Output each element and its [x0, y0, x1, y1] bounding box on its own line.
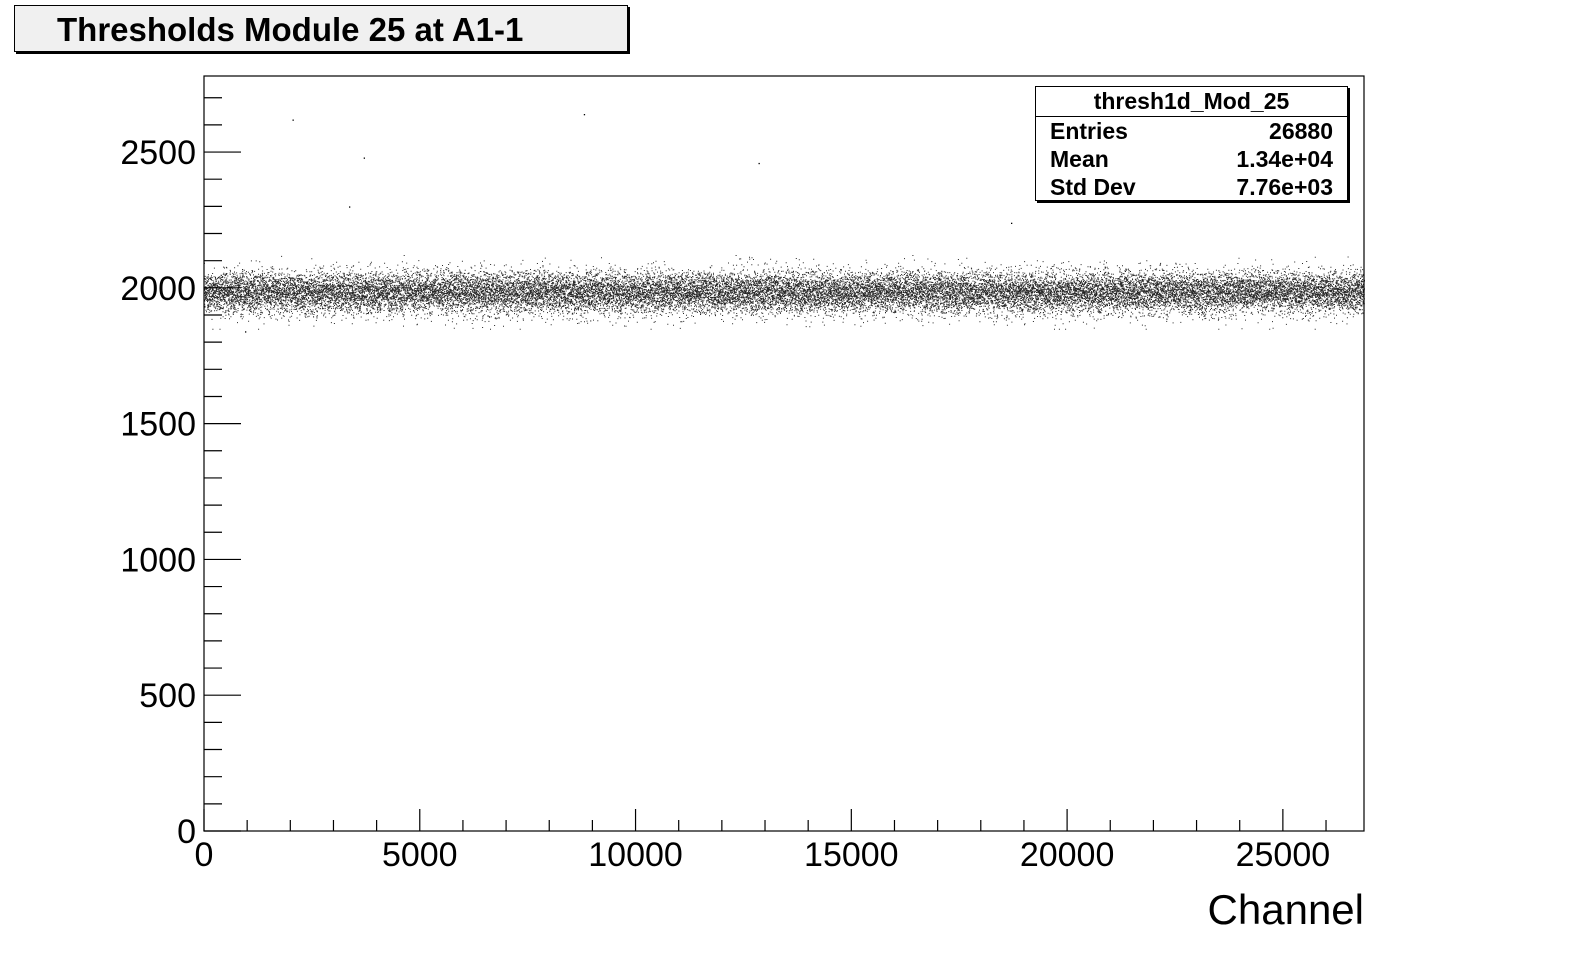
stats-row-stddev: Std Dev 7.76e+03	[1036, 173, 1347, 201]
stats-value: 1.34e+04	[1236, 146, 1333, 172]
stats-value: 7.76e+03	[1236, 174, 1333, 200]
y-tick-label: 0	[177, 813, 196, 851]
stats-box: thresh1d_Mod_25 Entries 26880 Mean 1.34e…	[1035, 86, 1348, 201]
data-point-outlier	[245, 331, 247, 333]
x-tick-label: 0	[195, 836, 214, 874]
data-point-outlier	[1011, 222, 1013, 224]
stats-label: Std Dev	[1050, 174, 1136, 200]
data-point-outlier	[363, 157, 365, 159]
y-tick-label: 1000	[120, 541, 196, 579]
stats-value: 26880	[1269, 118, 1333, 144]
data-point-band	[204, 255, 1365, 330]
x-axis-label: Channel	[1208, 886, 1364, 933]
x-tick-label: 10000	[588, 836, 683, 874]
x-tick-label: 15000	[804, 836, 899, 874]
stats-row-entries: Entries 26880	[1036, 117, 1347, 145]
stats-label: Mean	[1050, 146, 1109, 172]
data-points	[204, 114, 1365, 333]
y-tick-label: 500	[139, 677, 196, 715]
chart-title: Thresholds Module 25 at A1-1	[14, 5, 628, 52]
x-tick-label: 20000	[1020, 836, 1115, 874]
y-tick-label: 1500	[120, 406, 196, 444]
y-tick-label: 2000	[120, 270, 196, 308]
plot-frame	[203, 75, 1365, 832]
x-tick-label: 5000	[382, 836, 458, 874]
data-point-outlier	[292, 119, 294, 121]
stats-title: thresh1d_Mod_25	[1036, 87, 1347, 117]
data-point-outlier	[583, 114, 586, 116]
y-tick-label: 2500	[120, 134, 196, 172]
data-point-outlier	[349, 206, 351, 208]
data-point-outlier	[758, 162, 760, 165]
x-tick-label: 25000	[1236, 836, 1331, 874]
stats-row-mean: Mean 1.34e+04	[1036, 145, 1347, 173]
stats-label: Entries	[1050, 118, 1128, 144]
